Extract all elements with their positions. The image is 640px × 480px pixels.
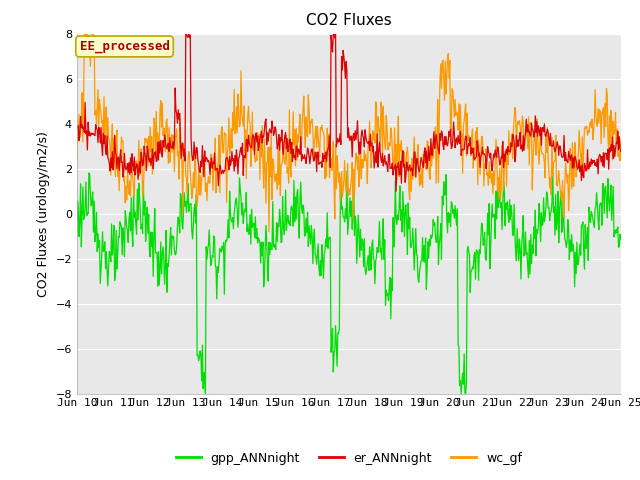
wc_gf: [195, 163, 202, 169]
wc_gf: [81, 31, 88, 36]
Legend: gpp_ANNnight, er_ANNnight, wc_gf: gpp_ANNnight, er_ANNnight, wc_gf: [171, 447, 527, 469]
er_ANNnight: [195, 162, 202, 168]
gpp_ANNnight: [549, 167, 557, 173]
wc_gf: [417, 171, 424, 177]
wc_gf: [73, 161, 81, 167]
wc_gf: [140, 185, 147, 191]
Text: EE_processed: EE_processed: [79, 40, 170, 53]
er_ANNnight: [417, 161, 424, 167]
Line: er_ANNnight: er_ANNnight: [77, 34, 621, 192]
Title: CO2 Fluxes: CO2 Fluxes: [306, 13, 392, 28]
wc_gf: [223, 150, 231, 156]
er_ANNnight: [139, 163, 147, 168]
gpp_ANNnight: [194, 352, 202, 358]
wc_gf: [617, 138, 625, 144]
er_ANNnight: [73, 123, 81, 129]
gpp_ANNnight: [139, 230, 147, 236]
gpp_ANNnight: [223, 234, 231, 240]
er_ANNnight: [617, 149, 625, 155]
Y-axis label: CO2 Fluxes (urology/m2/s): CO2 Fluxes (urology/m2/s): [37, 131, 50, 297]
wc_gf: [433, 180, 440, 186]
gpp_ANNnight: [431, 233, 439, 239]
er_ANNnight: [433, 132, 440, 137]
gpp_ANNnight: [83, 213, 90, 219]
er_ANNnight: [182, 31, 189, 36]
wc_gf: [84, 31, 92, 36]
er_ANNnight: [392, 189, 400, 194]
Line: gpp_ANNnight: gpp_ANNnight: [77, 170, 621, 394]
Line: wc_gf: wc_gf: [77, 34, 621, 232]
er_ANNnight: [83, 128, 90, 134]
gpp_ANNnight: [202, 391, 209, 396]
gpp_ANNnight: [73, 233, 81, 239]
gpp_ANNnight: [416, 268, 424, 274]
er_ANNnight: [223, 155, 231, 161]
wc_gf: [265, 229, 273, 235]
gpp_ANNnight: [617, 236, 625, 242]
